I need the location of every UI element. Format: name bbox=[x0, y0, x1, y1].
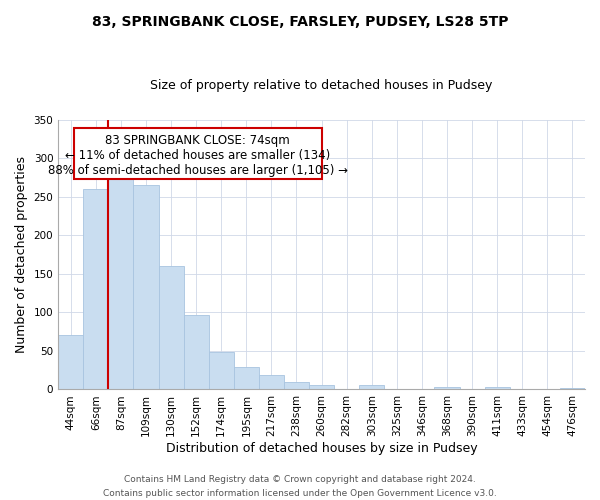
Bar bbox=[259, 375, 284, 390]
Bar bbox=[309, 385, 334, 390]
Text: 83 SPRINGBANK CLOSE: 74sqm: 83 SPRINGBANK CLOSE: 74sqm bbox=[106, 134, 290, 147]
X-axis label: Distribution of detached houses by size in Pudsey: Distribution of detached houses by size … bbox=[166, 442, 478, 455]
Text: 83, SPRINGBANK CLOSE, FARSLEY, PUDSEY, LS28 5TP: 83, SPRINGBANK CLOSE, FARSLEY, PUDSEY, L… bbox=[92, 15, 508, 29]
FancyBboxPatch shape bbox=[74, 128, 322, 179]
Bar bbox=[158, 266, 184, 390]
Bar bbox=[560, 388, 585, 390]
Bar bbox=[209, 352, 234, 390]
Text: Contains HM Land Registry data © Crown copyright and database right 2024.
Contai: Contains HM Land Registry data © Crown c… bbox=[103, 476, 497, 498]
Title: Size of property relative to detached houses in Pudsey: Size of property relative to detached ho… bbox=[151, 79, 493, 92]
Bar bbox=[234, 367, 259, 390]
Bar bbox=[133, 185, 158, 390]
Text: 88% of semi-detached houses are larger (1,105) →: 88% of semi-detached houses are larger (… bbox=[48, 164, 348, 176]
Bar bbox=[58, 336, 83, 390]
Bar bbox=[83, 189, 109, 390]
Bar bbox=[434, 387, 460, 390]
Bar bbox=[184, 314, 209, 390]
Bar bbox=[485, 387, 510, 390]
Bar bbox=[284, 382, 309, 390]
Y-axis label: Number of detached properties: Number of detached properties bbox=[15, 156, 28, 353]
Bar bbox=[359, 385, 385, 390]
Bar bbox=[109, 164, 133, 390]
Text: ← 11% of detached houses are smaller (134): ← 11% of detached houses are smaller (13… bbox=[65, 149, 331, 162]
